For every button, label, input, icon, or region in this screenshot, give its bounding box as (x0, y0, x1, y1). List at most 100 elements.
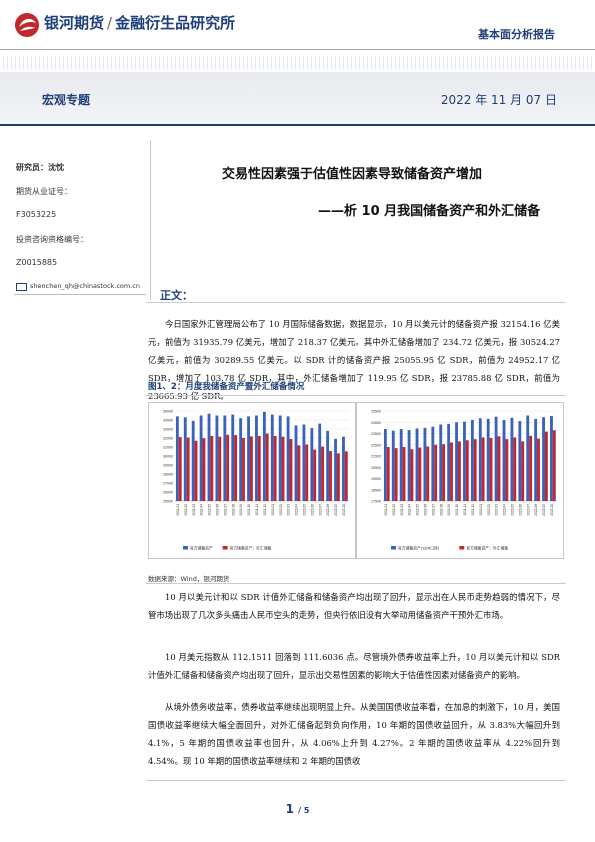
y-tick-label: 22500 (371, 443, 381, 447)
bar-reserves (262, 411, 266, 501)
x-tick-label: 2021-05 (208, 504, 212, 516)
bar-fx-reserves (473, 439, 477, 501)
x-tick-label: 2022-05 (511, 504, 515, 516)
bar-fx-reserves (305, 444, 309, 501)
x-tick-label: 2022-10 (342, 504, 346, 516)
bar-reserves (286, 416, 290, 501)
bar-fx-reserves (450, 442, 453, 501)
bar-reserves (326, 430, 330, 501)
y-tick-label: 32000 (163, 437, 173, 441)
bar-reserves (502, 420, 506, 501)
report-subtitle: ——析 10 月我国储备资产和外汇储备 (318, 204, 541, 219)
report-category: 宏观专题 (42, 93, 91, 107)
report-type: 基本面分析报告 (478, 28, 555, 41)
legend-label: 官方储备资产：外汇储备 (466, 545, 508, 550)
x-tick-label: 2022-09 (542, 504, 546, 516)
x-tick-label: 2021-12 (263, 504, 267, 516)
x-tick-label: 2022-10 (550, 504, 554, 516)
researcher-email[interactable]: shenchen_qh@chinastock.com.cn (30, 282, 140, 290)
bar-reserves (423, 427, 427, 501)
x-tick-label: 2021-03 (192, 504, 196, 516)
bar-reserves (542, 417, 545, 501)
bar-reserves (526, 415, 530, 501)
bar-reserves (223, 415, 227, 501)
x-tick-label: 2021-01 (384, 504, 388, 516)
x-tick-label: 2022-03 (287, 504, 291, 516)
bar-fx-reserves (344, 451, 348, 501)
x-tick-label: 2021-11 (255, 504, 259, 516)
bar-reserves (183, 417, 187, 501)
x-tick-label: 2022-02 (487, 504, 491, 516)
researcher-name: 研究员：沈忱 (16, 163, 64, 172)
legend-label: 官方储备资产：外汇储备 (230, 545, 272, 550)
bar-fx-reserves (457, 441, 461, 501)
bar-fx-reserves (552, 430, 556, 501)
bar-fx-reserves (394, 448, 398, 501)
y-tick-label: 21500 (371, 455, 381, 459)
x-tick-label: 2021-12 (471, 504, 475, 516)
bar-fx-reserves (386, 447, 390, 501)
mail-icon (16, 283, 27, 291)
bar-reserves (302, 424, 306, 501)
paragraph-4: 从境外债务收益率，债券收益率继续出现明显上升。从美国国债收益率看，在加息的刺激下… (148, 702, 560, 766)
x-tick-label: 2022-04 (295, 504, 299, 516)
bar-fx-reserves (481, 437, 485, 501)
figure-source: 数据来源：Wind，银河期货 (148, 575, 230, 583)
y-tick-label: 34000 (163, 419, 173, 423)
footer-divider (146, 780, 566, 781)
bar-reserves (383, 429, 387, 501)
bar-reserves (455, 422, 458, 501)
bar-fx-reserves (497, 436, 501, 501)
x-tick-label: 2021-11 (463, 504, 467, 516)
y-tick-label: 30000 (163, 455, 173, 459)
advisory-number: Z0015885 (16, 258, 58, 267)
x-tick-label: 2022-04 (503, 504, 507, 516)
x-tick-label: 2021-06 (424, 504, 428, 516)
bar-fx-reserves (313, 449, 317, 501)
bar-reserves (199, 415, 203, 501)
advisory-label: 投资咨询资格编号： (16, 235, 88, 244)
bar-fx-reserves (242, 437, 245, 501)
y-tick-label: 18500 (371, 488, 381, 492)
bar-fx-reserves (418, 447, 422, 501)
header-divider (0, 49, 595, 50)
brand-name: 银河期货 / 金融衍生品研究所 (44, 12, 235, 33)
y-tick-label: 25500 (371, 410, 381, 414)
bar-reserves (534, 418, 538, 501)
legend-swatch (222, 546, 228, 550)
x-tick-label: 2021-05 (416, 504, 420, 516)
x-tick-label: 2021-08 (439, 504, 443, 516)
decorative-stripe (0, 56, 595, 70)
source-divider (146, 583, 566, 584)
y-tick-label: 33000 (163, 428, 173, 432)
x-tick-label: 2021-02 (184, 504, 188, 516)
y-tick-label: 25000 (163, 500, 173, 504)
bar-reserves (399, 429, 403, 501)
bar-reserves (342, 436, 345, 501)
bar-fx-reserves (434, 444, 438, 501)
paragraph-3: 10 月美元指数从 112.1511 回落到 111.6036 点。尽管境外债券… (148, 652, 560, 680)
figure-title: 图1、2：月度我储备资产暨外汇储备情况 (148, 382, 305, 392)
x-tick-label: 2022-01 (479, 504, 483, 516)
bar-reserves (391, 430, 395, 501)
x-tick-label: 2021-02 (392, 504, 396, 516)
y-tick-label: 27000 (163, 482, 173, 486)
x-tick-label: 2022-07 (318, 504, 322, 516)
bar-fx-reserves (178, 437, 182, 501)
bar-fx-reserves (321, 446, 325, 501)
bar-fx-reserves (489, 438, 493, 501)
x-tick-label: 2022-02 (279, 504, 283, 516)
bar-reserves (439, 424, 443, 501)
bar-fx-reserves (465, 440, 469, 501)
y-tick-label: 31000 (163, 446, 173, 450)
license-number: F3053225 (16, 210, 57, 219)
bar-fx-reserves (537, 438, 540, 501)
y-tick-label: 24500 (371, 421, 381, 425)
bar-fx-reserves (186, 437, 190, 501)
x-tick-label: 2021-04 (408, 504, 412, 516)
y-tick-label: 19500 (371, 477, 381, 481)
bar-reserves (270, 414, 274, 501)
paragraph-2: 10 月以美元计和以 SDR 计值外汇储备和储备资产均出现了回升，显示出在人民币… (148, 592, 560, 620)
bar-reserves (518, 421, 522, 501)
bar-reserves (310, 428, 314, 501)
